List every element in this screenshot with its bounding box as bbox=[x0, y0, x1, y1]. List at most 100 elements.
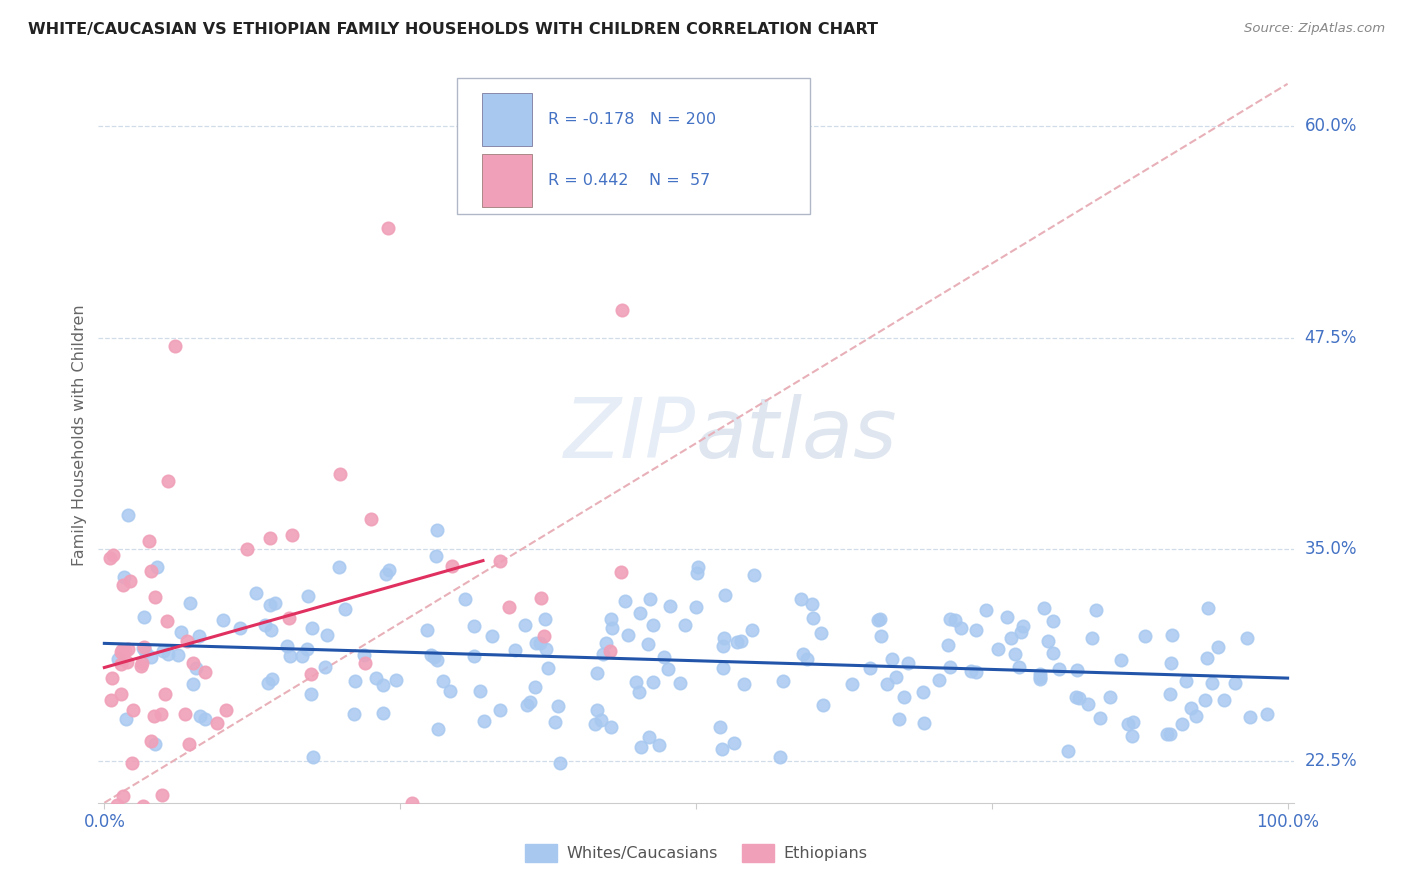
Point bbox=[928, 673, 950, 687]
Point bbox=[186, 661, 208, 675]
Point bbox=[453, 591, 475, 606]
Point bbox=[423, 649, 446, 664]
Point bbox=[174, 706, 197, 721]
Point bbox=[488, 554, 510, 568]
Point bbox=[157, 647, 180, 661]
Point bbox=[730, 634, 752, 648]
Point bbox=[893, 690, 915, 705]
Point bbox=[353, 656, 375, 670]
Point bbox=[134, 644, 156, 658]
Point bbox=[299, 687, 322, 701]
Point bbox=[115, 655, 138, 669]
Point bbox=[132, 610, 155, 624]
Point bbox=[637, 730, 659, 744]
Point bbox=[912, 716, 935, 731]
Point bbox=[416, 624, 439, 638]
Point bbox=[1159, 687, 1181, 701]
Point bbox=[599, 612, 621, 626]
Point bbox=[503, 643, 526, 657]
Point bbox=[425, 549, 447, 564]
Point bbox=[343, 707, 366, 722]
Point bbox=[498, 600, 520, 615]
Point bbox=[711, 661, 734, 675]
Point bbox=[335, 602, 357, 616]
Point bbox=[1029, 672, 1052, 686]
Point bbox=[537, 660, 560, 674]
Point bbox=[103, 549, 125, 563]
Point bbox=[378, 563, 401, 577]
Point bbox=[640, 591, 662, 606]
Point bbox=[801, 610, 824, 624]
Point bbox=[1069, 690, 1091, 705]
Point bbox=[939, 611, 962, 625]
Point bbox=[1236, 631, 1258, 645]
Point bbox=[880, 652, 903, 666]
Text: R = 0.442    N =  57: R = 0.442 N = 57 bbox=[548, 173, 710, 188]
Point bbox=[215, 703, 238, 717]
Point bbox=[439, 684, 461, 698]
Point bbox=[139, 734, 162, 748]
Point bbox=[652, 650, 675, 665]
Point bbox=[121, 756, 143, 771]
Point bbox=[152, 643, 174, 657]
Point bbox=[111, 643, 134, 657]
Point bbox=[463, 619, 485, 633]
Point bbox=[647, 738, 669, 752]
Point bbox=[1047, 663, 1070, 677]
Point bbox=[441, 559, 464, 574]
Point bbox=[1109, 653, 1132, 667]
Point bbox=[515, 618, 537, 632]
Point bbox=[800, 597, 823, 611]
Point bbox=[301, 750, 323, 764]
Point bbox=[741, 623, 763, 637]
Point bbox=[360, 512, 382, 526]
Point bbox=[965, 623, 987, 637]
Point bbox=[112, 578, 135, 592]
Point bbox=[685, 600, 707, 615]
Point bbox=[299, 666, 322, 681]
Point bbox=[713, 588, 735, 602]
Point bbox=[426, 723, 449, 737]
Point bbox=[949, 621, 972, 635]
Point bbox=[236, 541, 259, 556]
Point bbox=[530, 591, 553, 606]
Point bbox=[1133, 630, 1156, 644]
Point bbox=[1175, 674, 1198, 689]
Point bbox=[156, 614, 179, 628]
Point bbox=[1156, 727, 1178, 741]
Point bbox=[713, 631, 735, 645]
Point bbox=[641, 617, 664, 632]
Point bbox=[733, 677, 755, 691]
Point bbox=[1038, 634, 1060, 648]
Point bbox=[586, 703, 609, 717]
Point bbox=[117, 642, 139, 657]
Point bbox=[377, 220, 399, 235]
Point bbox=[657, 662, 679, 676]
Point bbox=[534, 641, 557, 656]
Point bbox=[939, 660, 962, 674]
Point bbox=[583, 717, 606, 731]
Point bbox=[630, 607, 652, 621]
Point bbox=[544, 714, 567, 729]
Point bbox=[1098, 690, 1121, 705]
Point bbox=[110, 657, 132, 671]
Point bbox=[138, 533, 160, 548]
Point bbox=[943, 613, 966, 627]
Point bbox=[385, 673, 408, 688]
Point bbox=[1066, 663, 1088, 677]
Point bbox=[772, 674, 794, 689]
Point bbox=[373, 678, 395, 692]
Point bbox=[1116, 717, 1139, 731]
Point bbox=[1239, 710, 1261, 724]
Point bbox=[600, 621, 623, 635]
Text: 35.0%: 35.0% bbox=[1305, 540, 1357, 558]
Point bbox=[519, 694, 541, 708]
Point bbox=[114, 712, 136, 726]
Point bbox=[610, 566, 633, 580]
Point bbox=[129, 659, 152, 673]
Point bbox=[1121, 729, 1143, 743]
Point bbox=[1122, 714, 1144, 729]
Point bbox=[229, 621, 252, 635]
Point bbox=[145, 591, 167, 605]
Point bbox=[884, 669, 907, 683]
